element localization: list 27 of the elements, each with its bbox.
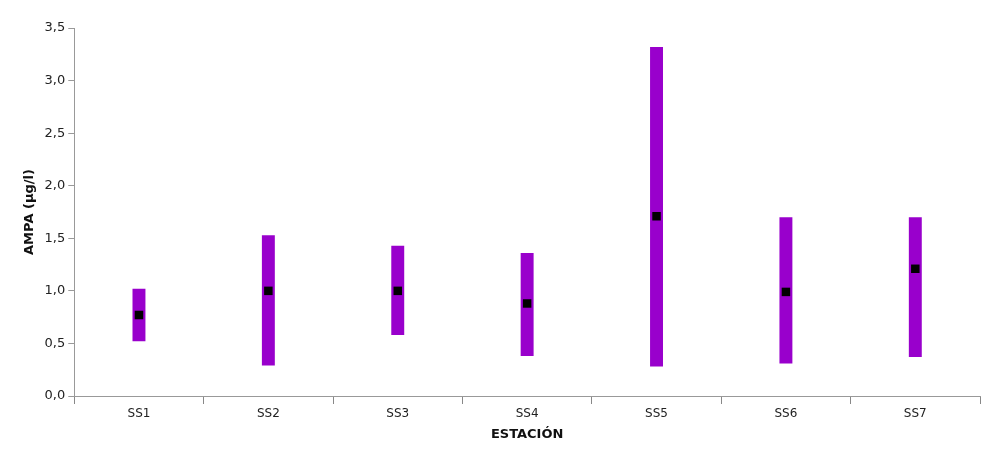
- x-tick-label: SS6: [774, 406, 798, 421]
- x-tick-label: SS5: [645, 406, 668, 421]
- x-tick-label: SS7: [903, 406, 927, 421]
- bar: [391, 245, 405, 336]
- y-tick-label: 2,5: [44, 124, 66, 140]
- point: [652, 211, 661, 221]
- x-axis-title: ESTACIÓN: [490, 425, 564, 441]
- x-tick-label: SS2: [256, 406, 280, 421]
- bar: [520, 253, 534, 357]
- point: [264, 286, 273, 296]
- point: [911, 264, 920, 274]
- bar: [650, 46, 663, 367]
- x-tick-label: SS4: [515, 406, 539, 421]
- y-axis-title: AMPA (µg/l): [21, 169, 37, 255]
- bar: [261, 235, 275, 366]
- y-tick-label: 0,0: [44, 387, 66, 403]
- y-tick-label: 1,5: [44, 229, 66, 245]
- y-tick-label: 0,5: [44, 334, 66, 350]
- y-tick-label: 3,0: [44, 71, 66, 87]
- y-tick-label: 1,0: [44, 282, 66, 298]
- x-tick-label: SS3: [386, 406, 410, 421]
- y-tick-label: 3,5: [44, 19, 66, 35]
- bar: [779, 217, 793, 364]
- point: [522, 299, 532, 308]
- bar: [908, 217, 922, 358]
- x-tick-label: SS1: [127, 406, 151, 421]
- y-tick-label: 2,0: [44, 177, 66, 193]
